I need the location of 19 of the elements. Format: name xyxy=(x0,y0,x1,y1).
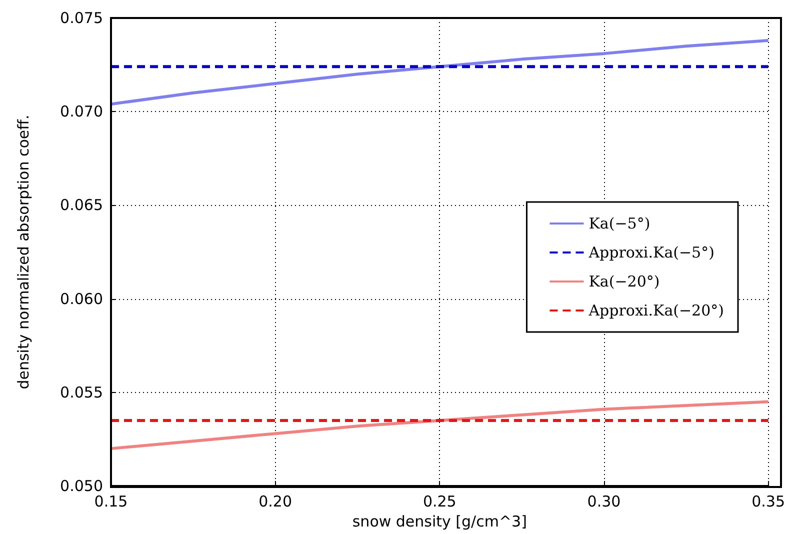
x-tick-label: 0.15 xyxy=(94,492,128,510)
y-tick-label: 0.065 xyxy=(60,196,103,214)
line-series xyxy=(110,400,770,450)
legend-label: Ka(−20°) xyxy=(588,272,660,290)
x-axis-title: snow density [g/cm^3] xyxy=(352,512,527,530)
x-tick-label: 0.30 xyxy=(587,492,621,510)
y-tick-label: 0.060 xyxy=(60,290,103,308)
y-axis-title: density normalized absorption coeff. xyxy=(14,114,32,390)
legend-label: Approxi.Ka(−5°) xyxy=(588,244,714,262)
x-tick-label: 0.25 xyxy=(422,492,456,510)
y-tick-label: 0.075 xyxy=(60,9,103,27)
y-tick-label: 0.070 xyxy=(60,102,103,121)
x-tick-label: 0.20 xyxy=(258,492,292,510)
legend-label: Approxi.Ka(−20°) xyxy=(588,302,724,320)
x-tick-label: 0.35 xyxy=(752,492,786,510)
y-tick-label: 0.055 xyxy=(60,383,103,402)
line-series xyxy=(110,38,770,106)
legend-label: Ka(−5°) xyxy=(588,214,650,232)
y-tick-label: 0.050 xyxy=(60,477,103,495)
